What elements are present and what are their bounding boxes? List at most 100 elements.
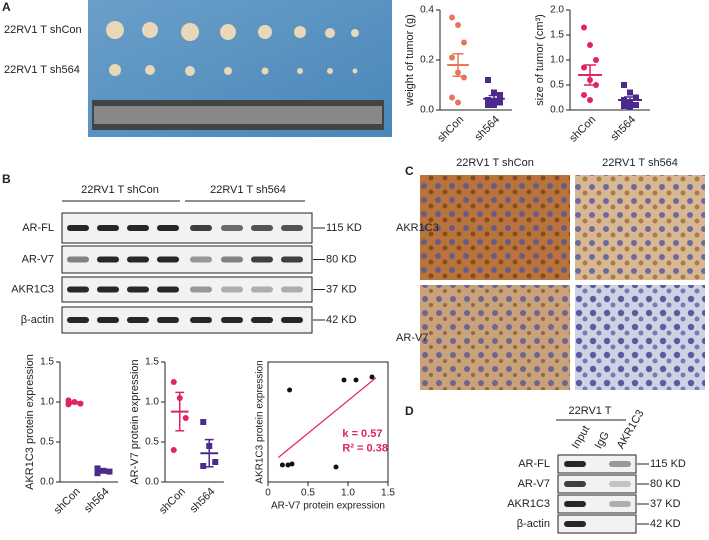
band (97, 256, 119, 263)
band (127, 225, 149, 231)
row-label: AKR1C3 (11, 283, 54, 295)
band (157, 317, 179, 323)
column-label: 22RV1 T sh564 (602, 157, 678, 169)
x-axis-title: AR-V7 protein expression (271, 501, 385, 512)
point (94, 465, 101, 472)
row-label: AR-V7 (396, 332, 428, 344)
band (564, 521, 586, 527)
point (581, 24, 587, 31)
size-label: 37 KD (650, 498, 681, 510)
panel-label: A (2, 0, 11, 14)
y-axis-title: AKR1C3 protein expression (24, 354, 36, 490)
size-label: 80 KD (326, 253, 357, 265)
band (67, 317, 89, 323)
size-label: 42 KD (326, 314, 357, 326)
plot-frame (267, 361, 389, 483)
column-label: Input (570, 424, 593, 451)
row-label: AKR1C3 (507, 498, 550, 510)
point (491, 89, 497, 96)
x-tick-label: sh564 (472, 114, 502, 144)
row-label: 22RV1 T shCon (4, 24, 82, 36)
y-tick-label: 1.5 (40, 357, 54, 368)
point (200, 463, 207, 469)
point (497, 99, 503, 106)
size-label: 37 KD (326, 283, 357, 295)
y-tick-label: 0.5 (145, 437, 159, 448)
band (67, 225, 89, 231)
x-tick-label: 1.5 (381, 488, 395, 499)
y-tick-label: 1.0 (40, 397, 54, 408)
y-axis-title: AR-V7 protein expression (129, 359, 141, 484)
point (621, 82, 627, 88)
band (251, 286, 273, 293)
blot-bg (557, 494, 637, 514)
band (190, 225, 212, 231)
point (485, 102, 491, 108)
band (609, 481, 631, 487)
title: 22RV1 T (568, 405, 611, 417)
point (627, 104, 633, 111)
point (455, 22, 461, 28)
group-label: 22RV1 T shCon (81, 184, 159, 196)
band (251, 256, 273, 263)
band (564, 501, 586, 507)
point (485, 97, 491, 103)
blot-bg (557, 474, 637, 494)
point (621, 103, 627, 109)
band (564, 461, 586, 467)
row-label: AR-FL (22, 222, 54, 234)
column-label: 22RV1 T shCon (456, 157, 534, 169)
band (67, 286, 89, 293)
row-label: AR-V7 (22, 253, 54, 265)
x-tick-label: 0.5 (301, 488, 315, 499)
band (221, 225, 243, 231)
point (485, 77, 491, 83)
band (190, 286, 212, 293)
row-label: AR-FL (518, 458, 550, 470)
band (281, 256, 303, 263)
point (200, 419, 207, 425)
column-label: AKR1C3 (615, 408, 647, 451)
point (341, 377, 347, 383)
point (369, 374, 375, 380)
point (633, 102, 639, 108)
annotation: R² = 0.38 (342, 442, 388, 454)
size-label: 115 KD (650, 458, 686, 470)
band (251, 225, 273, 231)
y-axis-title: AKR1C3 protein expression (255, 360, 266, 483)
band (127, 317, 149, 323)
y-tick-label: 2.0 (550, 5, 564, 16)
band (190, 317, 212, 323)
tumor-photo (88, 0, 392, 137)
point (587, 42, 593, 48)
y-tick-label: 0.4 (420, 5, 434, 16)
band (157, 286, 179, 293)
x-tick-label: shCon (52, 486, 83, 517)
point (449, 54, 455, 61)
y-axis-title: size of tumor (cm³) (534, 14, 546, 106)
annotation: k = 0.57 (342, 428, 382, 440)
point (285, 462, 291, 468)
x-tick-label: 1.0 (341, 488, 355, 499)
band (281, 225, 303, 231)
point (581, 64, 587, 71)
panel-label: C (405, 164, 414, 178)
x-tick-label: 0 (265, 488, 271, 499)
ihc-images (420, 175, 705, 390)
point (94, 470, 101, 477)
band (127, 286, 149, 293)
column-label: IgG (593, 430, 612, 451)
row-label: 22RV1 T sh564 (4, 64, 80, 76)
y-tick-label: 0.0 (40, 477, 54, 488)
band (157, 225, 179, 231)
x-tick-label: sh564 (608, 114, 638, 144)
point (593, 57, 599, 63)
band (281, 317, 303, 323)
band (97, 317, 119, 323)
x-tick-label: shCon (157, 486, 188, 517)
point (581, 92, 587, 98)
point (461, 39, 467, 46)
point (212, 459, 219, 465)
band (190, 256, 212, 263)
